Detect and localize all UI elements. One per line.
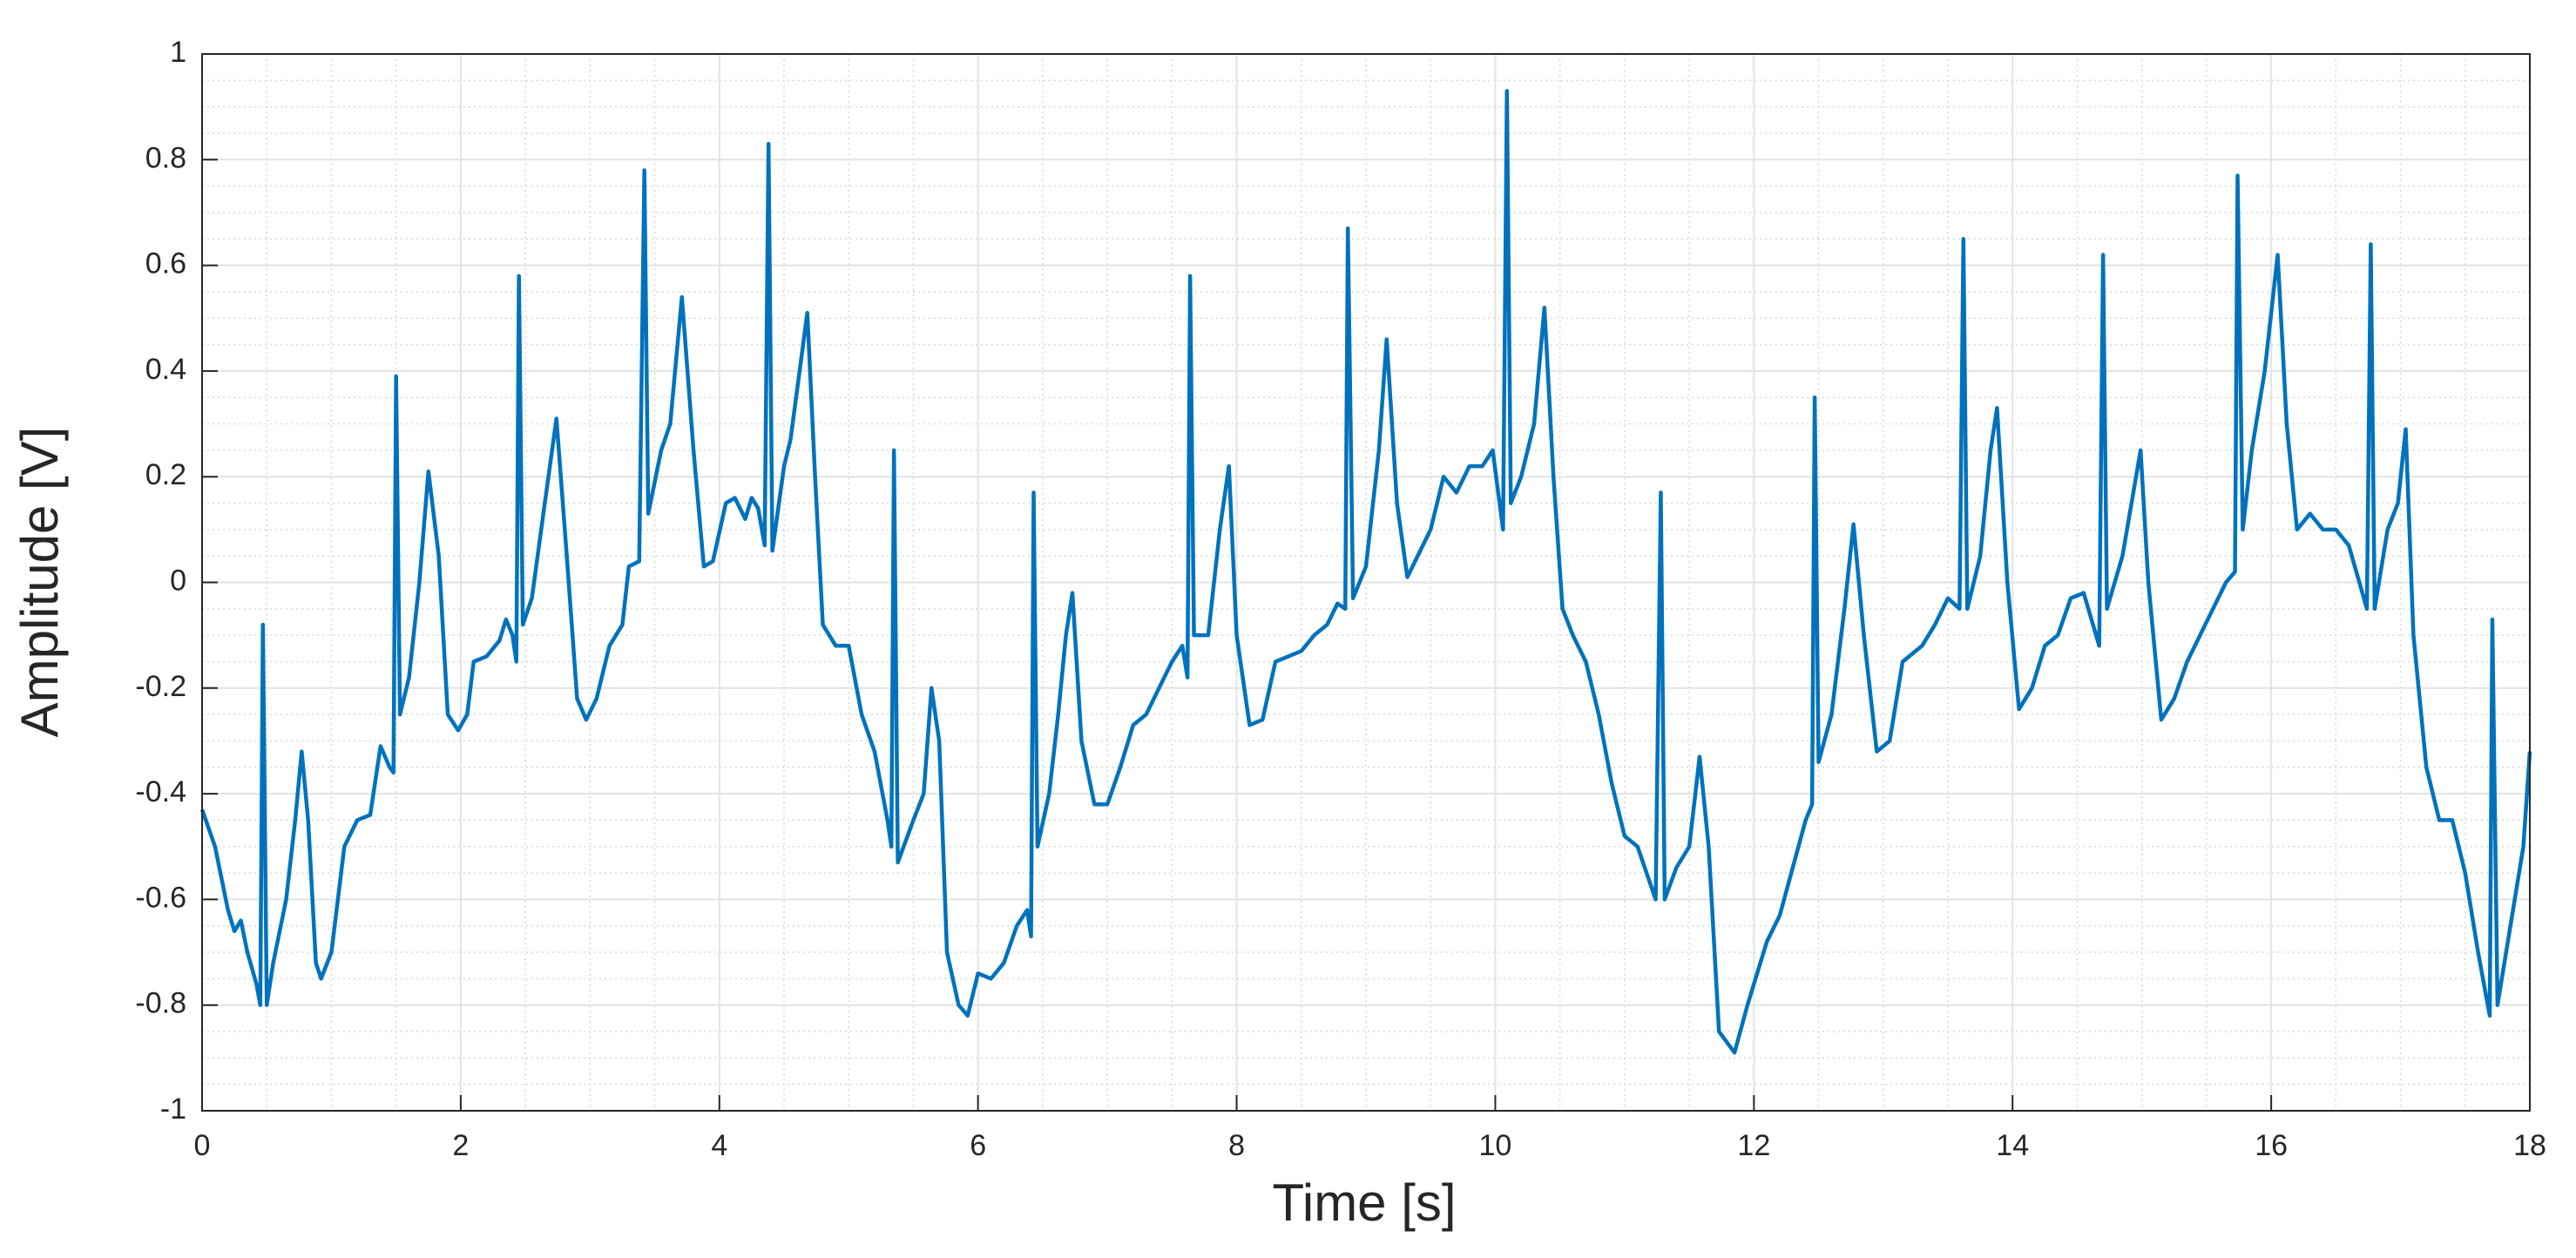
y-tick-label: 0.4 xyxy=(145,353,186,386)
y-tick-label: 0.8 xyxy=(145,141,186,174)
signal-line xyxy=(199,89,2532,1055)
x-tick-label: 14 xyxy=(1996,1129,2029,1162)
y-tick-label: 0.2 xyxy=(145,458,186,491)
x-axis-label: Time [s] xyxy=(1272,1173,1456,1232)
x-tick-label: 4 xyxy=(711,1129,727,1162)
y-tick-label: 0.6 xyxy=(145,247,186,281)
y-tick-label: 1 xyxy=(170,36,186,69)
x-tick-label: 16 xyxy=(2255,1129,2288,1162)
series xyxy=(199,89,2532,1055)
ticks: 0 2 4 6 8 10 12 14 16 18 -1 -0.8 -0.6 -0.4 -0.2 0 0.2 0.4… xyxy=(135,36,2546,1162)
y-tick-label: -0.6 xyxy=(135,881,186,914)
x-tick-label: 18 xyxy=(2513,1129,2546,1162)
y-tick-label: -1 xyxy=(160,1092,186,1126)
x-tick-label: 6 xyxy=(970,1129,986,1162)
x-tick-label: 2 xyxy=(452,1129,469,1162)
y-tick-label: -0.2 xyxy=(135,670,186,703)
x-tick-label: 10 xyxy=(1479,1129,1512,1162)
x-tick-label: 0 xyxy=(194,1129,211,1162)
y-tick-label: 0 xyxy=(170,564,186,597)
x-tick-label: 8 xyxy=(1228,1129,1245,1162)
y-tick-label: -0.4 xyxy=(135,775,186,808)
x-tick-label: 12 xyxy=(1737,1129,1770,1162)
y-axis-label: Amplitude [V] xyxy=(10,427,69,738)
y-tick-label: -0.8 xyxy=(135,987,186,1020)
